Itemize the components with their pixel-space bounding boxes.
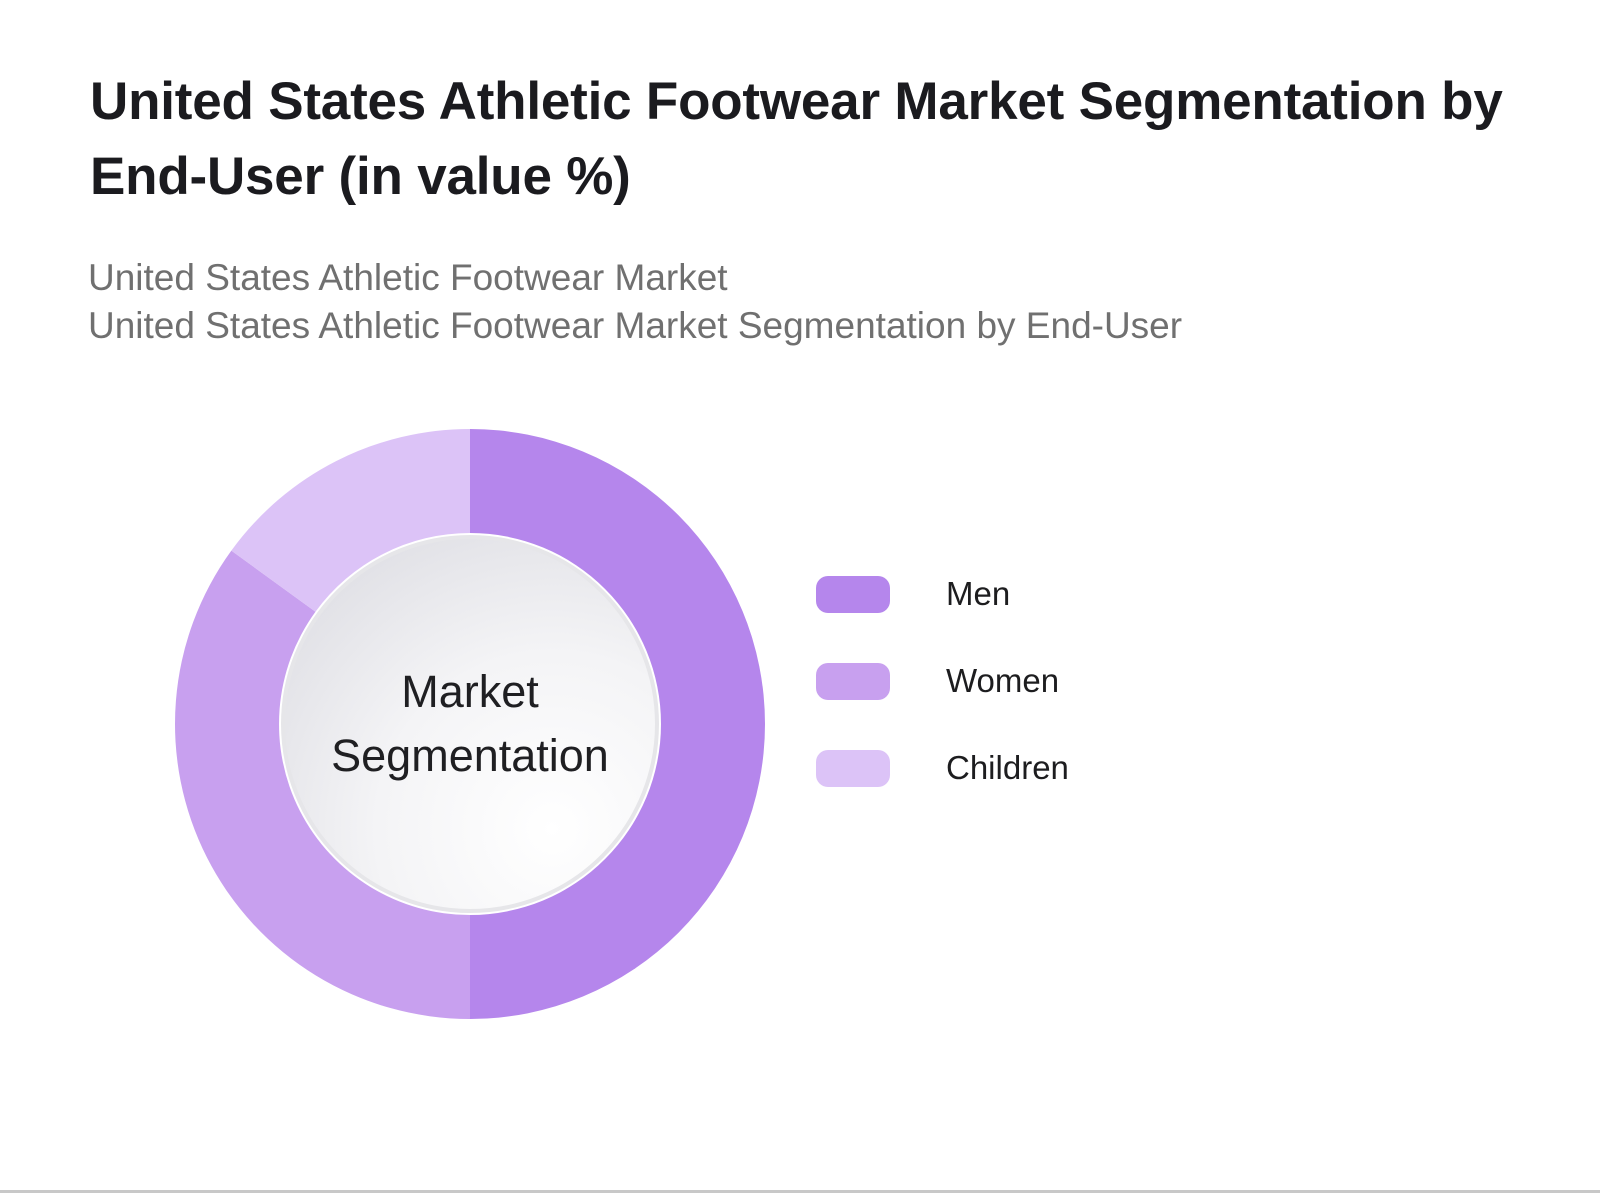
bottom-divider [0,1190,1600,1193]
chart-title: United States Athletic Footwear Market S… [90,72,1503,206]
donut-slices [174,429,765,1019]
legend-label-women: Women [946,662,1060,699]
subtitle-market: United States Athletic Footwear Market [88,257,728,298]
legend-label-children: Children [946,749,1069,786]
legend-swatch-men [816,576,890,613]
donut-slice-children [231,429,470,612]
subtitle-block: United States Athletic Footwear Market U… [88,254,1488,350]
donut-slice-women [174,550,470,1019]
subtitle-segmentation: United States Athletic Footwear Market S… [88,305,1183,346]
legend-label-men: Men [946,575,1011,612]
donut-center-disc [281,535,659,913]
donut-center-label: Market Segmentation [331,666,609,781]
legend-swatch-women [816,663,890,700]
legend-swatch-children [816,750,890,787]
donut-slice-men [470,429,765,1019]
